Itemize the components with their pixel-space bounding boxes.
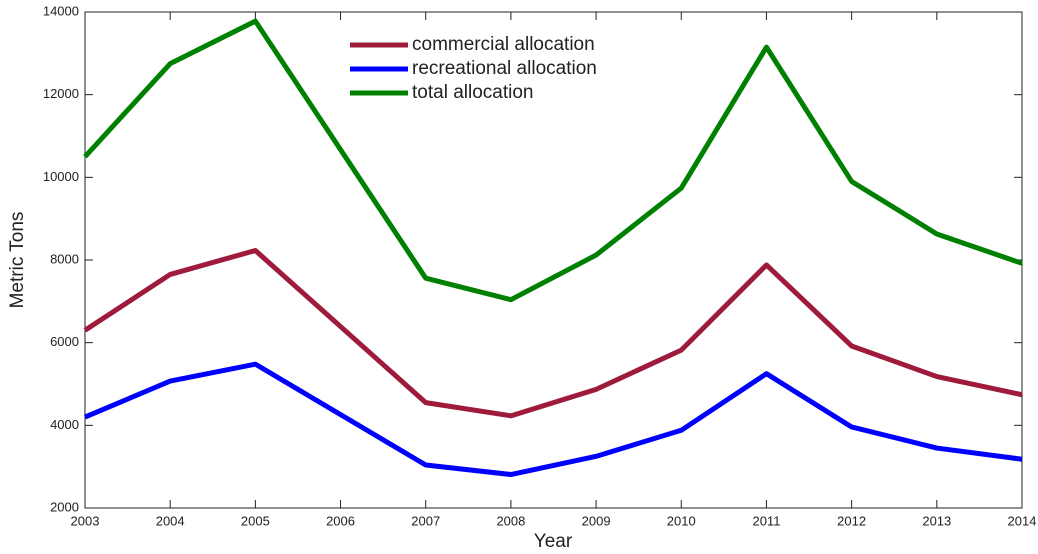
x-tick-label: 2007 — [411, 513, 440, 528]
y-tick-label: 8000 — [50, 251, 79, 266]
y-tick-label: 2000 — [50, 499, 79, 514]
legend-label: commercial allocation — [412, 34, 595, 55]
series-line — [83, 247, 1023, 419]
x-tick-label: 2012 — [837, 513, 866, 528]
x-axis-label: Year — [534, 531, 573, 552]
x-tick-label: 2003 — [71, 513, 100, 528]
x-tick-label: 2006 — [326, 513, 355, 528]
x-tick-label: 2013 — [922, 513, 951, 528]
series-line — [84, 361, 1023, 478]
y-tick-label: 6000 — [50, 334, 79, 349]
x-tick-label: 2008 — [496, 513, 525, 528]
x-tick-label: 2004 — [156, 513, 185, 528]
legend-label: recreational allocation — [412, 58, 597, 79]
x-tick-label: 2009 — [582, 513, 611, 528]
y-axis-label: Metric Tons — [7, 212, 28, 309]
x-tick-label: 2010 — [667, 513, 696, 528]
legend-label: total allocation — [412, 82, 533, 103]
series-line — [83, 18, 1023, 303]
x-tick-label: 2011 — [752, 513, 780, 528]
x-tick-label: 2005 — [241, 513, 270, 528]
x-tick-label: 2014 — [1008, 513, 1037, 528]
y-tick-label: 14000 — [43, 3, 79, 18]
y-tick-label: 10000 — [43, 169, 79, 184]
y-tick-label: 4000 — [50, 417, 79, 432]
y-tick-label: 12000 — [43, 86, 79, 101]
